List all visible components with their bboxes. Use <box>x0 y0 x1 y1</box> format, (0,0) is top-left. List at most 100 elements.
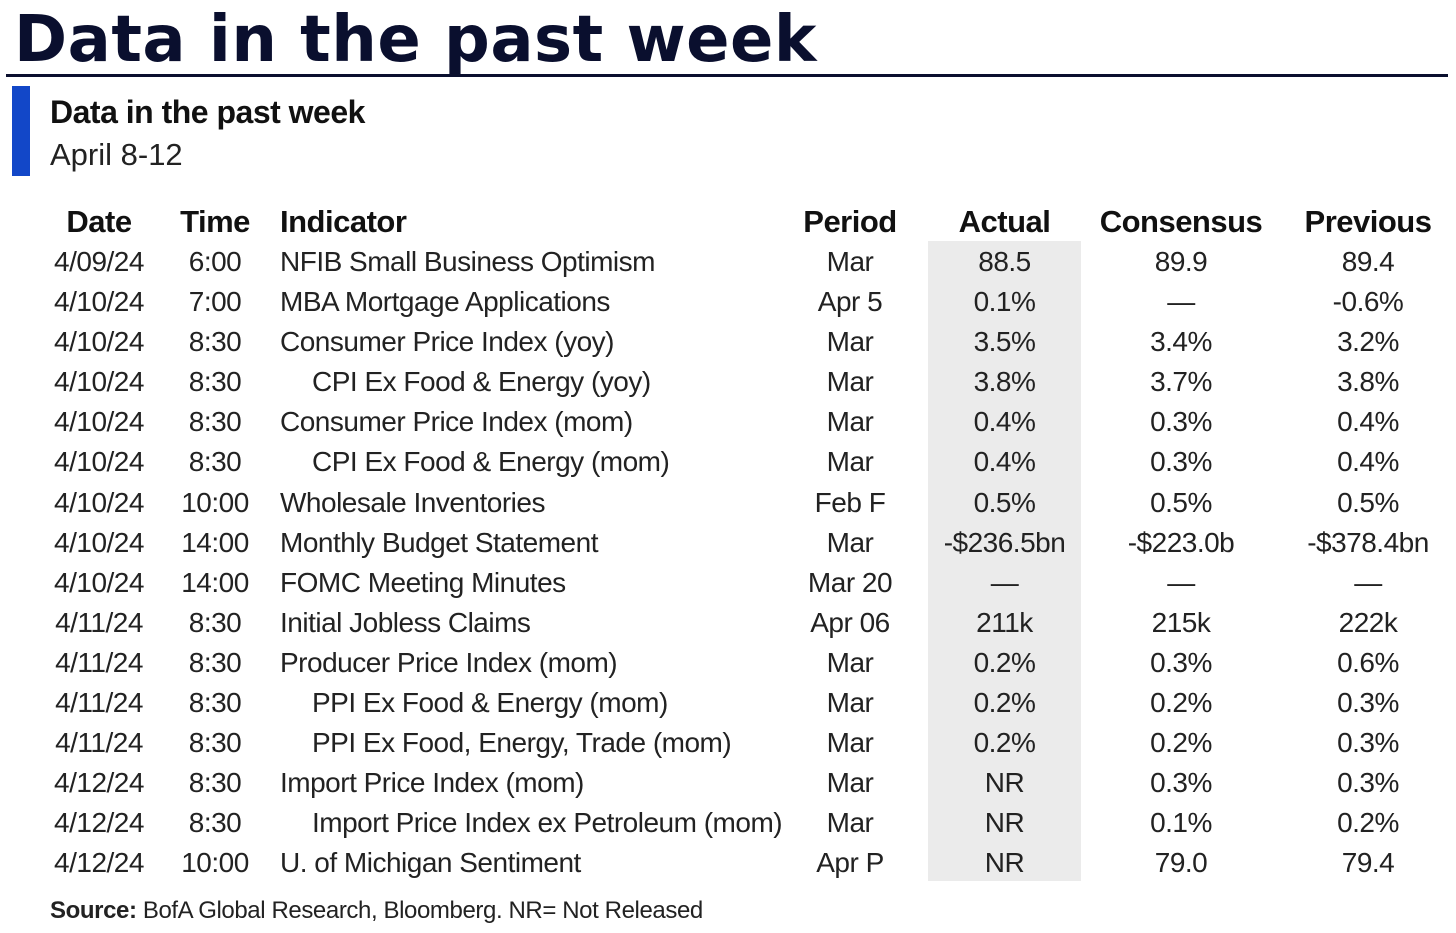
cell-actual: 3.5% <box>973 326 1036 358</box>
column-header-previous: Previous <box>1304 204 1432 239</box>
cell-date: 4/12/24 <box>54 807 144 839</box>
cell-date: 4/10/24 <box>54 446 144 478</box>
cell-period: Apr 06 <box>810 606 890 638</box>
cell-period: Mar <box>826 767 874 799</box>
table-row: 4/10/24 10:00 Wholesale Inventories Feb F 0.… <box>0 483 1456 523</box>
cell-actual: NR <box>984 767 1025 799</box>
cell-actual: NR <box>984 807 1025 839</box>
cell-date: 4/10/24 <box>54 486 144 518</box>
cell-indicator: Monthly Budget Statement <box>280 526 598 558</box>
cell-period: Apr 5 <box>817 286 883 318</box>
table-row: 4/10/24 8:30 Consumer Price Index (yoy) Mar… <box>0 322 1456 362</box>
cell-time: 10:00 <box>181 486 249 518</box>
cell-date: 4/10/24 <box>54 566 144 598</box>
cell-consensus: 0.3% <box>1150 406 1212 438</box>
column-header-consensus: Consensus <box>1099 204 1263 239</box>
cell-previous: — <box>1354 566 1382 598</box>
cell-consensus: 79.0 <box>1154 847 1208 879</box>
cell-consensus: 215k <box>1151 606 1211 638</box>
cell-date: 4/11/24 <box>55 727 143 759</box>
table-row: 4/12/24 8:30 Import Price Index (mom) Mar NR… <box>0 763 1456 803</box>
cell-consensus: 89.9 <box>1154 246 1208 277</box>
cell-indicator: Initial Jobless Claims <box>280 606 531 638</box>
cell-time: 7:00 <box>188 286 242 318</box>
source-text: BofA Global Research, Bloomberg. NR= Not… <box>136 897 703 924</box>
table-row: 4/10/24 14:00 Monthly Budget Statement Mar -… <box>0 523 1456 563</box>
table-row: 4/09/24 6:00 NFIB Small Business Optimism M… <box>0 242 1456 282</box>
cell-actual: 0.5% <box>973 486 1036 518</box>
cell-actual: 0.4% <box>973 406 1036 438</box>
cell-previous: 79.4 <box>1341 847 1395 879</box>
page-title: Data in the past week <box>14 3 817 77</box>
table-row: 4/10/24 7:00 MBA Mortgage Applications Apr … <box>0 282 1456 322</box>
cell-time: 8:30 <box>188 646 242 678</box>
cell-previous: 89.4 <box>1341 246 1395 277</box>
cell-date: 4/10/24 <box>54 286 144 318</box>
cell-consensus: 3.7% <box>1150 366 1212 398</box>
table-row: 4/12/24 10:00 U. of Michigan Sentiment Apr … <box>0 843 1456 883</box>
cell-date: 4/10/24 <box>54 406 144 438</box>
cell-date: 4/11/24 <box>55 606 143 638</box>
cell-date: 4/10/24 <box>54 366 144 398</box>
cell-indicator: CPI Ex Food & Energy (yoy) <box>312 366 651 398</box>
cell-consensus: 3.4% <box>1150 326 1212 358</box>
title-divider <box>6 74 1448 77</box>
cell-consensus: 0.3% <box>1150 767 1212 799</box>
cell-consensus: 0.2% <box>1150 687 1212 719</box>
cell-time: 8:30 <box>188 366 242 398</box>
cell-previous: 0.6% <box>1337 646 1399 678</box>
cell-actual: 211k <box>976 606 1033 638</box>
table-subtitle: Data in the past week <box>50 94 365 130</box>
cell-period: Feb F <box>814 486 886 518</box>
table-row: 4/11/24 8:30 Producer Price Index (mom) Mar… <box>0 643 1456 683</box>
cell-previous: 0.4% <box>1337 446 1399 478</box>
cell-time: 8:30 <box>188 326 242 358</box>
column-header-time: Time <box>180 204 250 239</box>
cell-indicator: NFIB Small Business Optimism <box>280 246 655 277</box>
cell-previous: 3.2% <box>1337 326 1399 358</box>
cell-indicator: Producer Price Index (mom) <box>280 646 618 678</box>
cell-previous: 0.4% <box>1337 406 1399 438</box>
cell-previous: 0.3% <box>1337 687 1399 719</box>
column-header-indicator: Indicator <box>280 204 407 239</box>
cell-period: Mar <box>826 646 874 678</box>
cell-consensus: 0.2% <box>1150 727 1212 759</box>
cell-time: 6:00 <box>188 246 242 277</box>
cell-actual: 0.2% <box>973 646 1036 678</box>
cell-indicator: Consumer Price Index (yoy) <box>280 326 615 358</box>
cell-actual: -$236.5bn <box>943 526 1066 558</box>
table-row: 4/12/24 8:30 Import Price Index ex Petrole… <box>0 803 1456 843</box>
cell-indicator: MBA Mortgage Applications <box>280 286 610 318</box>
accent-bar <box>12 86 30 176</box>
cell-consensus: — <box>1167 286 1195 318</box>
cell-period: Mar <box>826 326 874 358</box>
cell-time: 8:30 <box>188 767 242 799</box>
cell-previous: -0.6% <box>1332 286 1404 318</box>
cell-indicator: Wholesale Inventories <box>280 486 545 518</box>
cell-actual: — <box>990 566 1019 598</box>
cell-period: Mar <box>826 687 874 719</box>
data-table-body: 4/09/24 6:00 NFIB Small Business Optimism M… <box>0 242 1456 884</box>
cell-period: Mar 20 <box>807 566 893 598</box>
cell-previous: 222k <box>1338 606 1398 638</box>
column-header-date: Date <box>66 204 132 239</box>
cell-indicator: Import Price Index (mom) <box>280 767 584 799</box>
cell-time: 10:00 <box>181 847 249 879</box>
cell-indicator: U. of Michigan Sentiment <box>280 847 581 879</box>
cell-actual: 0.2% <box>973 727 1036 759</box>
cell-period: Mar <box>826 446 874 478</box>
table-row: 4/11/24 8:30 PPI Ex Food, Energy, Trade (m… <box>0 723 1456 763</box>
cell-date: 4/09/24 <box>54 246 144 277</box>
cell-period: Mar <box>826 246 874 277</box>
cell-actual: 0.2% <box>973 687 1036 719</box>
cell-actual: 0.1% <box>973 286 1036 318</box>
cell-date: 4/10/24 <box>54 526 144 558</box>
table-row: 4/10/24 8:30 CPI Ex Food & Energy (yoy) Mar… <box>0 362 1456 402</box>
cell-consensus: 0.5% <box>1150 486 1212 518</box>
cell-indicator: PPI Ex Food & Energy (mom) <box>312 687 668 719</box>
cell-period: Mar <box>826 807 874 839</box>
cell-previous: 0.3% <box>1337 767 1399 799</box>
cell-consensus: -$223.0b <box>1127 526 1235 558</box>
cell-actual: 88.5 <box>978 246 1031 277</box>
cell-time: 8:30 <box>188 727 242 759</box>
